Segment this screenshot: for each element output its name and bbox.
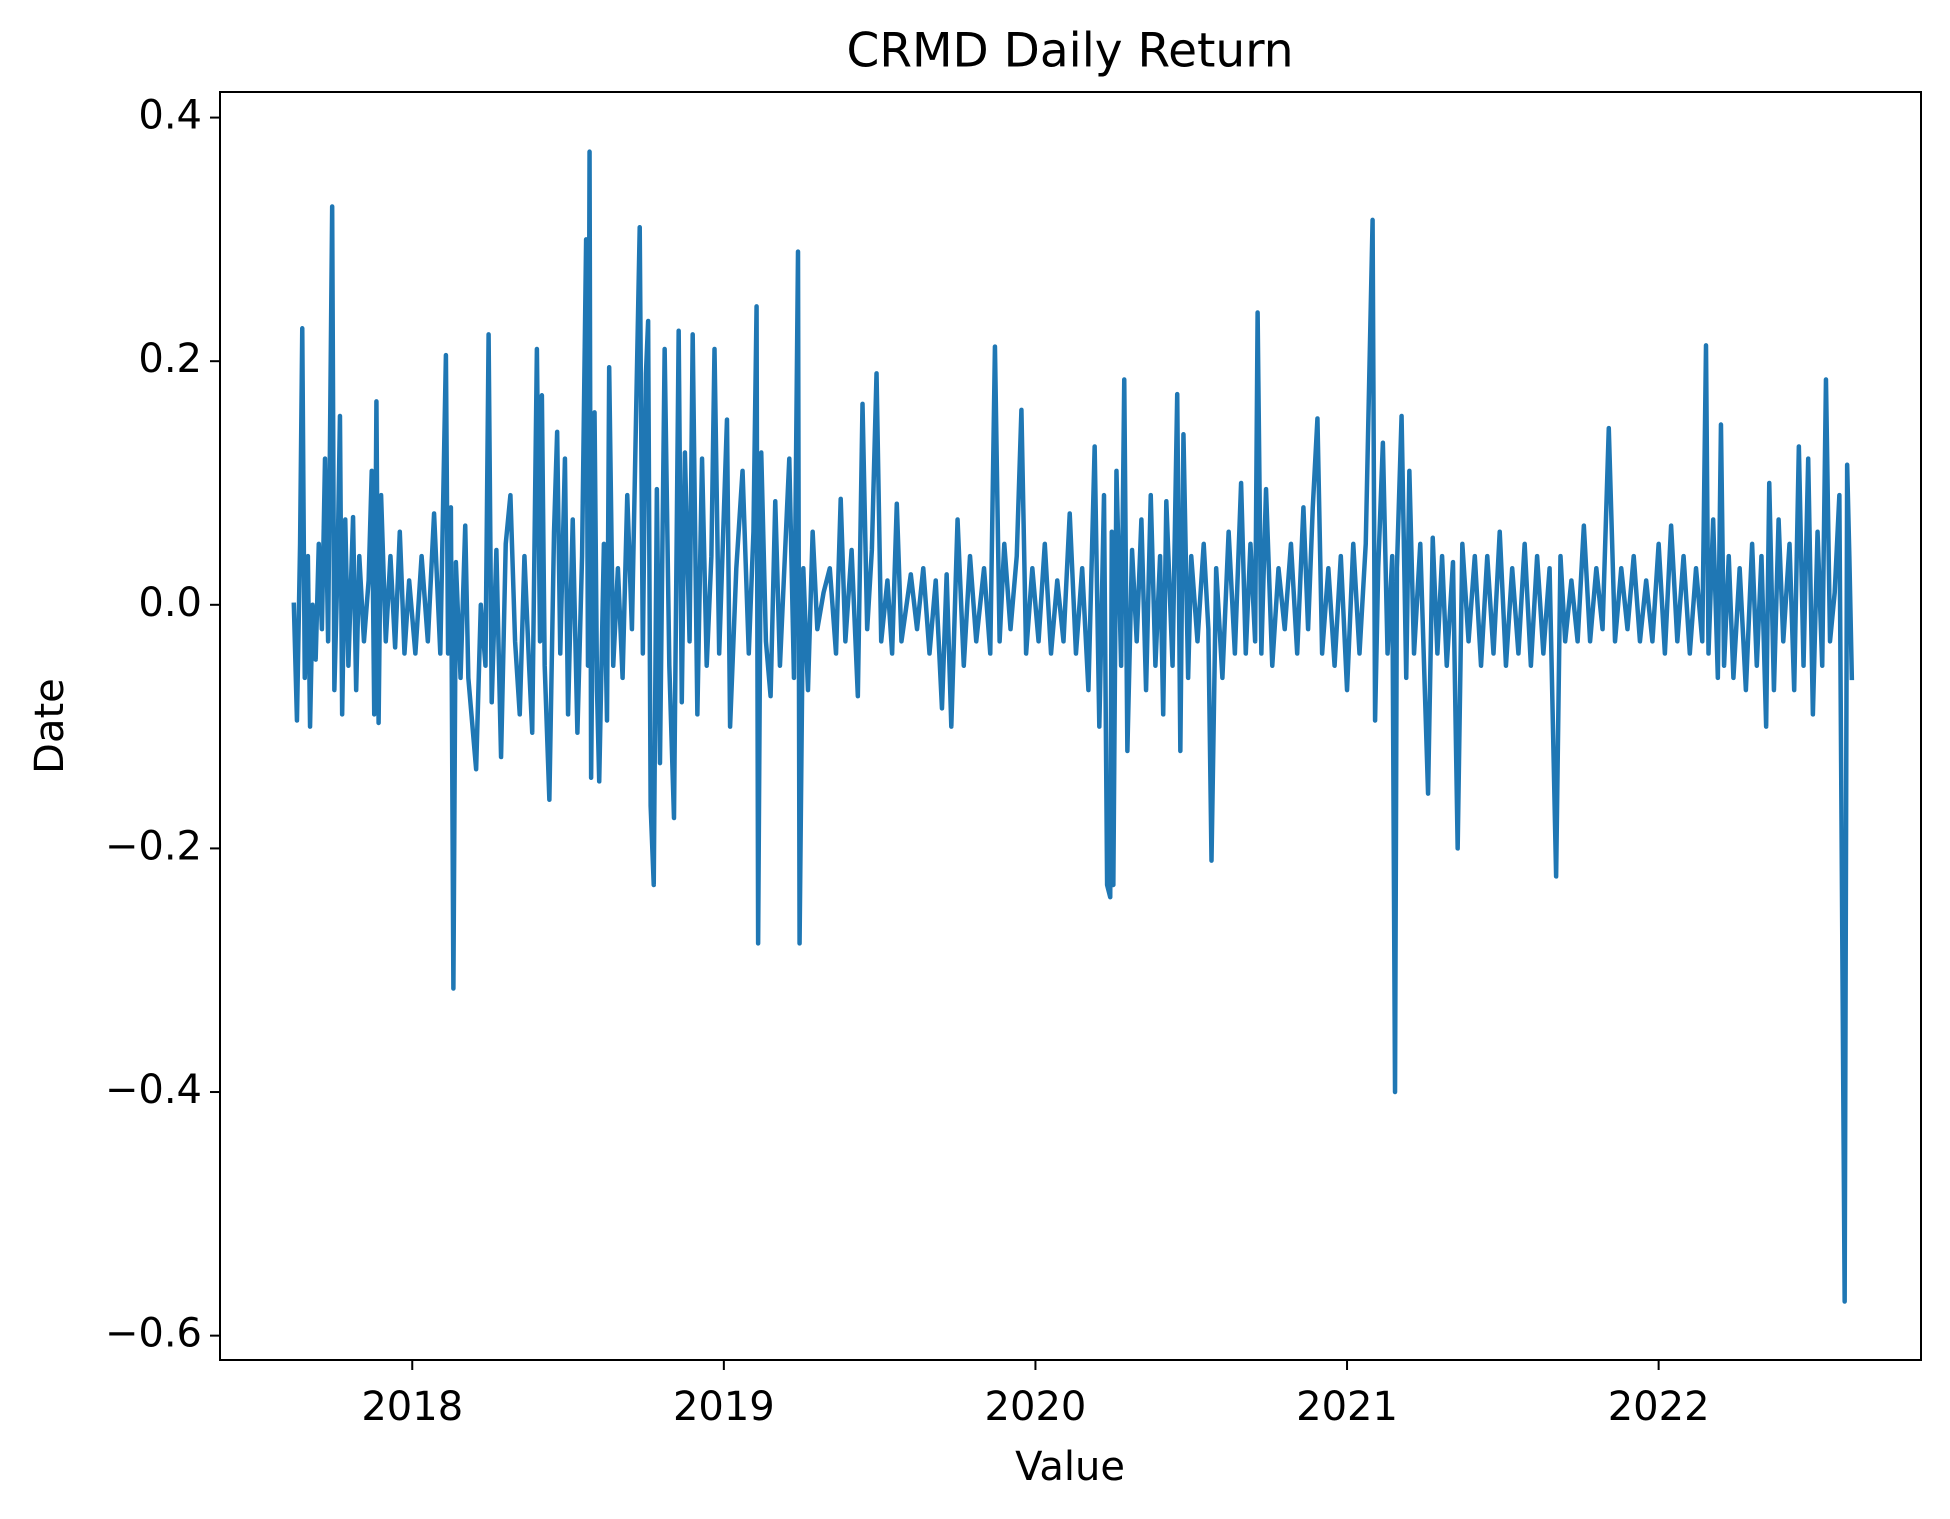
y-tick-label: 0.4: [138, 93, 202, 139]
y-tick-label: −0.2: [105, 823, 202, 869]
x-tick-label: 2022: [1608, 1384, 1710, 1430]
x-tick-label: 2019: [673, 1384, 775, 1430]
y-tick-label: −0.4: [105, 1067, 202, 1113]
y-tick-label: 0.2: [138, 336, 202, 382]
x-tick-label: 2018: [361, 1384, 463, 1430]
x-tick-label: 2021: [1296, 1384, 1398, 1430]
x-axis-label: Value: [1015, 1444, 1125, 1490]
plot-frame: [219, 91, 1922, 1361]
y-tick-label: 0.0: [138, 580, 202, 626]
x-tick-label: 2020: [985, 1384, 1087, 1430]
y-tick-label: −0.6: [105, 1311, 202, 1357]
y-axis-label: Date: [27, 678, 73, 774]
data-line: [291, 149, 1855, 1304]
chart-title: CRMD Daily Return: [847, 24, 1294, 79]
